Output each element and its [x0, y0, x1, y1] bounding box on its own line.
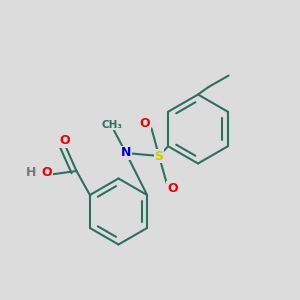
- Text: O: O: [167, 182, 178, 195]
- Text: CH₃: CH₃: [102, 119, 123, 130]
- Text: O: O: [140, 117, 150, 130]
- Text: S: S: [154, 149, 164, 163]
- Text: H: H: [26, 166, 36, 179]
- Text: N: N: [121, 146, 131, 160]
- Text: O: O: [59, 134, 70, 147]
- Text: O: O: [41, 166, 52, 179]
